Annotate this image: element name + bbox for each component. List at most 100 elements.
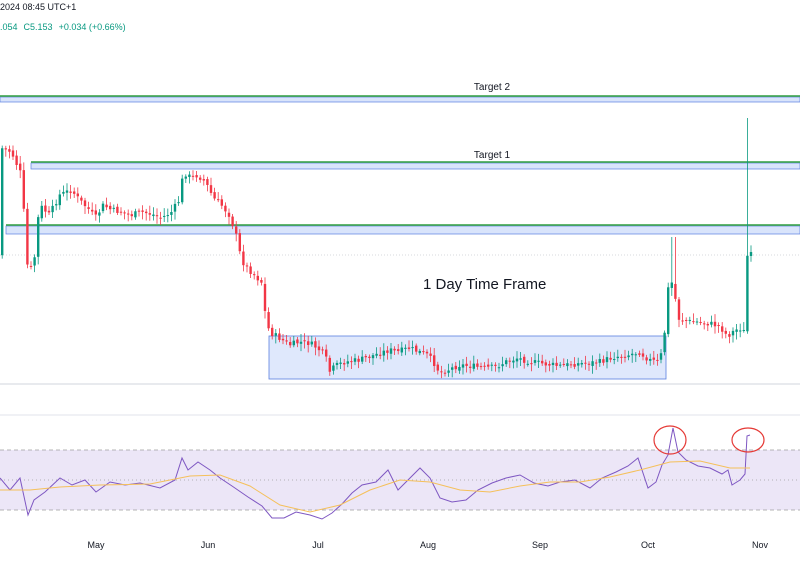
- candle-body: [227, 212, 231, 217]
- candle-body: [541, 360, 544, 364]
- candle-body: [141, 210, 144, 212]
- candle-body: [440, 371, 443, 373]
- candle-body: [469, 366, 472, 368]
- candle-body: [195, 175, 198, 178]
- rsi-overbought-circle-2: [731, 427, 765, 453]
- candle-body: [47, 210, 51, 213]
- candle-body: [627, 355, 630, 358]
- candle-body: [386, 350, 389, 353]
- candle-body: [415, 345, 418, 352]
- candle-body: [602, 359, 605, 363]
- candle-body: [584, 362, 587, 364]
- x-axis-label-aug: Aug: [420, 540, 436, 550]
- candle-body: [659, 353, 663, 360]
- candle-body: [476, 363, 479, 367]
- candle-body: [353, 358, 357, 362]
- candle-body: [555, 362, 558, 366]
- candle-body: [692, 321, 695, 323]
- candle-body: [91, 209, 94, 212]
- candle-body: [44, 205, 47, 212]
- candle-body: [490, 364, 493, 366]
- candle-body: [685, 319, 688, 321]
- candle-body: [677, 299, 681, 320]
- candle-body: [609, 357, 612, 360]
- candle-body: [170, 212, 173, 215]
- candle-layer: [1, 118, 753, 379]
- chart-datetime: 2024 08:45 UTC+1: [0, 2, 77, 12]
- candle-body: [451, 367, 454, 370]
- candle-body: [33, 257, 36, 266]
- candle-body: [245, 265, 249, 267]
- candle-body: [483, 365, 486, 367]
- candle-body: [159, 217, 162, 219]
- candle-body: [418, 350, 421, 354]
- candle-body: [375, 353, 378, 356]
- candle-body: [299, 341, 303, 344]
- candle-body: [389, 348, 393, 354]
- candle-body: [595, 362, 598, 364]
- candle-body: [382, 350, 385, 356]
- candle-body: [281, 338, 285, 341]
- candle-body: [199, 177, 202, 180]
- candle-body: [317, 346, 321, 351]
- candle-body: [454, 365, 457, 370]
- candle-body: [407, 347, 411, 349]
- annotation-layer: 1 Day Time Frame Target 1 Target 2: [423, 82, 546, 293]
- candle-body: [69, 191, 72, 193]
- candle-body: [537, 360, 540, 362]
- candle-body: [296, 339, 299, 344]
- candle-body: [577, 363, 580, 366]
- candle-body: [695, 321, 699, 323]
- candle-body: [65, 190, 69, 193]
- candle-body: [260, 280, 263, 283]
- candle-body: [605, 357, 609, 363]
- candle-body: [328, 357, 331, 372]
- candle-body: [303, 340, 306, 342]
- candle-body: [562, 363, 565, 365]
- ohlc-open-fragment: .054: [0, 22, 18, 32]
- candle-body: [292, 340, 295, 346]
- candle-body: [191, 175, 195, 177]
- candle-body: [15, 155, 18, 165]
- candle-body: [447, 370, 450, 373]
- candle-body: [263, 283, 267, 311]
- candle-body: [101, 203, 105, 212]
- candle-body: [22, 170, 25, 209]
- candle-body: [681, 320, 684, 322]
- candle-body: [706, 323, 709, 326]
- candle-body: [202, 179, 205, 181]
- candle-body: [433, 355, 436, 367]
- candle-body: [404, 347, 407, 349]
- candle-body: [724, 330, 727, 334]
- candle-body: [152, 214, 155, 217]
- target1-zone: [30, 162, 800, 170]
- candle-body: [623, 356, 627, 358]
- candle-body: [278, 333, 281, 340]
- candle-body: [321, 349, 324, 351]
- candle-body: [501, 364, 504, 367]
- support-zone: [5, 225, 800, 235]
- candle-body: [530, 363, 533, 365]
- x-axis-label-jul: Jul: [312, 540, 324, 550]
- candle-body: [544, 362, 547, 366]
- candle-body: [656, 359, 659, 361]
- candle-body: [29, 265, 33, 267]
- rsi-pane: [0, 425, 800, 520]
- candle-body: [361, 356, 364, 362]
- candle-body: [231, 216, 234, 226]
- candle-body: [749, 252, 753, 256]
- candle-body: [667, 287, 670, 335]
- ohlc-close: C5.153: [23, 22, 53, 32]
- candle-body: [742, 329, 745, 331]
- candle-body: [425, 351, 429, 354]
- candle-body: [357, 358, 360, 362]
- candle-body: [224, 205, 227, 212]
- candle-body: [569, 364, 573, 366]
- candle-body: [242, 251, 245, 266]
- candle-body: [436, 364, 439, 371]
- candle-body: [713, 321, 717, 327]
- candle-body: [123, 212, 126, 214]
- candle-body: [350, 361, 353, 363]
- candle-body: [307, 341, 310, 345]
